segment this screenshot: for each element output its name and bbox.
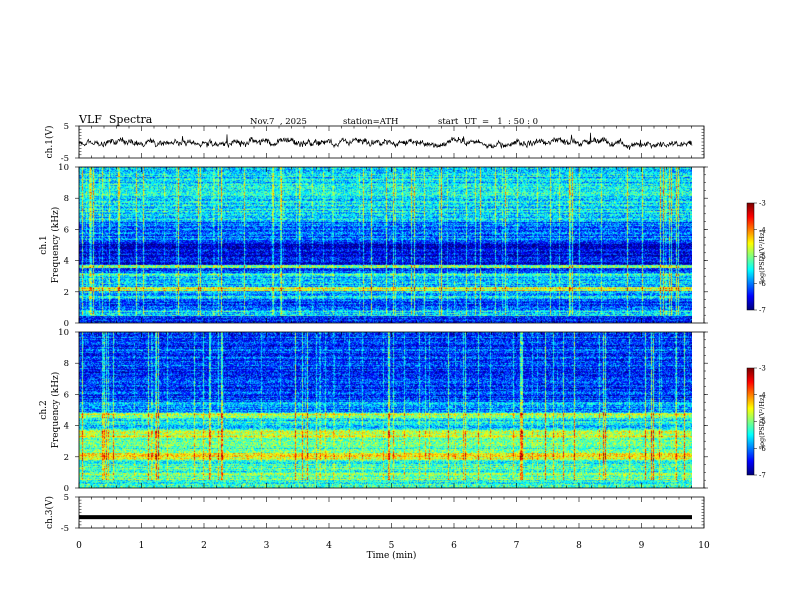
colorbar-tick-label: -4 [759, 226, 766, 234]
date-label: Nov.7 , 2025 [250, 117, 307, 127]
y-axis-label-ch3: ch.3(V) [44, 496, 55, 529]
colorbar-ch1 [747, 203, 754, 310]
spectrogram-ch1 [79, 167, 692, 323]
y-tick-label: -5 [61, 524, 69, 534]
x-tick-label: 1 [139, 541, 145, 551]
colorbar-tick-label: -7 [759, 307, 766, 315]
x-tick-label: 9 [639, 541, 645, 551]
ch3-waveform-line [79, 515, 692, 520]
y-axis-label-ch1: ch.1(V) [44, 126, 55, 159]
y-tick-label: 8 [64, 359, 69, 369]
y-tick-label: 0 [64, 319, 69, 329]
colorbar-tick-label: -4 [759, 391, 766, 399]
ch1-waveform-line [78, 132, 693, 150]
y-tick-label: 4 [64, 257, 69, 267]
y-tick-label: 6 [64, 390, 69, 400]
y-axis-label-frequency: Frequency (kHz) [50, 372, 61, 449]
start-time-label: start UT = 1 : 50 : 0 [438, 117, 539, 127]
x-tick-label: 8 [576, 541, 582, 551]
x-tick-label: 10 [698, 541, 710, 551]
y-tick-label: 10 [58, 328, 69, 338]
y-tick-label: 0 [64, 484, 69, 494]
y-tick-label: 5 [64, 122, 69, 132]
colorbar-tick-label: -3 [759, 365, 766, 373]
colorbar-label: log(PSD)(V²/Hz) [758, 230, 766, 283]
colorbar-tick-label: -5 [759, 418, 766, 426]
y-tick-label: 2 [64, 288, 69, 298]
spectrogram-ch2 [79, 332, 692, 488]
y-axis-label-frequency: Frequency (kHz) [50, 207, 61, 284]
colorbar-tick-label: -5 [759, 253, 766, 261]
colorbar-label: log(PSD)(V²/Hz) [758, 395, 766, 448]
y-tick-label: 6 [64, 225, 69, 235]
x-tick-label: 4 [326, 541, 332, 551]
colorbar-tick-label: -6 [759, 280, 766, 288]
channel-label-ch2: ch.2 [39, 400, 49, 419]
chart-title: VLF Spectra [79, 113, 153, 126]
y-tick-label: 2 [64, 453, 69, 463]
y-tick-label: 8 [64, 194, 69, 204]
colorbar-tick-label: -6 [759, 445, 766, 453]
y-tick-label: 5 [64, 493, 69, 503]
x-tick-label: 3 [264, 541, 270, 551]
y-tick-label: -5 [61, 154, 69, 164]
x-axis-label: Time (min) [367, 550, 417, 561]
x-tick-label: 0 [76, 541, 82, 551]
x-tick-label: 6 [451, 541, 457, 551]
y-tick-label: 4 [64, 422, 69, 432]
x-tick-label: 7 [514, 541, 520, 551]
x-tick-label: 5 [389, 541, 395, 551]
colorbar-tick-label: -7 [759, 472, 766, 480]
station-label: station=ATH [343, 117, 399, 127]
colorbar-ch2 [747, 368, 754, 475]
colorbar-tick-label: -3 [759, 200, 766, 208]
channel-label-ch1: ch.1 [39, 235, 49, 254]
x-tick-label: 2 [201, 541, 207, 551]
y-tick-label: 10 [58, 163, 69, 173]
